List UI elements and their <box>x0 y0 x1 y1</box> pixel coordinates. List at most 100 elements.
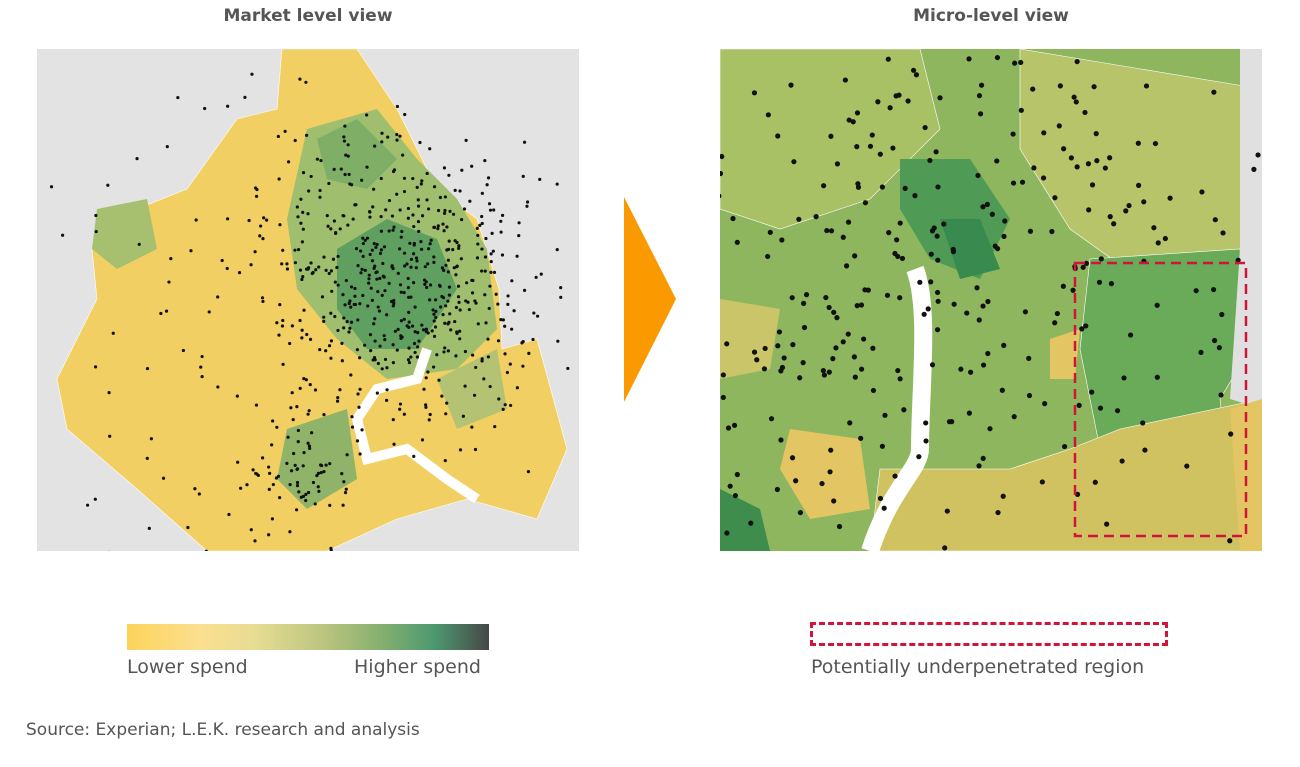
store-dot <box>391 228 395 232</box>
store-dot <box>367 281 371 285</box>
store-dot <box>402 317 406 321</box>
store-dot <box>306 212 310 216</box>
store-dot <box>490 231 494 235</box>
store-dot <box>318 188 322 193</box>
store-dot <box>379 248 383 252</box>
store-dot <box>928 279 934 285</box>
store-dot <box>346 154 350 158</box>
store-dot <box>446 299 450 303</box>
store-dot <box>819 480 825 487</box>
store-dot <box>406 276 410 281</box>
store-dot <box>418 140 422 145</box>
store-dot <box>344 153 348 157</box>
store-dot <box>318 347 322 352</box>
store-dot <box>326 224 330 228</box>
store-dot <box>1079 326 1085 332</box>
store-dot <box>1107 214 1113 220</box>
store-dot <box>285 262 289 266</box>
store-dot <box>468 199 472 203</box>
store-dot <box>1104 521 1110 527</box>
store-dot <box>1049 228 1055 235</box>
store-dot <box>432 185 437 189</box>
store-dot <box>149 437 153 441</box>
store-dot <box>407 360 412 365</box>
store-dot <box>508 362 512 366</box>
store-dot <box>789 295 795 301</box>
store-dot <box>877 151 883 157</box>
store-dot <box>393 329 398 333</box>
store-dot <box>311 480 316 485</box>
store-dot <box>843 263 850 269</box>
store-dot <box>367 277 371 281</box>
store-dot <box>840 234 846 240</box>
store-dot <box>912 193 918 199</box>
store-dot <box>405 324 409 328</box>
store-dot <box>1162 235 1168 242</box>
store-dot <box>278 495 282 500</box>
store-dot <box>278 223 282 227</box>
store-dot <box>858 366 865 372</box>
store-dot <box>882 412 888 418</box>
store-dot <box>342 135 346 139</box>
store-dot <box>833 345 839 351</box>
store-dot <box>1184 463 1190 469</box>
store-dot <box>485 183 489 187</box>
store-dot <box>484 236 488 241</box>
store-dot <box>774 486 780 493</box>
store-dot <box>473 299 477 303</box>
store-dot <box>734 471 740 478</box>
store-dot <box>1111 221 1117 227</box>
store-dot <box>370 248 374 252</box>
store-dot <box>1061 146 1067 152</box>
store-dot <box>375 277 379 281</box>
store-dot <box>297 490 301 494</box>
store-dot <box>976 317 982 323</box>
store-dot <box>392 168 397 172</box>
store-dot <box>288 483 292 487</box>
store-dot <box>251 468 255 472</box>
store-dot <box>768 416 775 422</box>
store-dot <box>897 295 903 301</box>
store-dot <box>433 298 438 302</box>
store-dot <box>1030 86 1036 92</box>
store-dot <box>559 286 563 290</box>
store-dot <box>386 135 390 139</box>
store-dot <box>445 401 449 405</box>
store-dot <box>496 302 500 306</box>
store-dot <box>828 133 834 139</box>
store-dot <box>800 300 807 306</box>
store-dot <box>720 153 725 160</box>
store-dot <box>855 181 861 187</box>
store-dot <box>521 364 525 368</box>
store-dot <box>975 172 981 179</box>
store-dot <box>879 184 886 190</box>
store-dot <box>1094 158 1100 164</box>
store-dot <box>826 369 832 375</box>
store-dot <box>935 298 941 304</box>
store-dot <box>1136 182 1142 188</box>
store-dot <box>966 410 972 416</box>
store-dot <box>374 245 378 249</box>
store-dot <box>478 223 482 227</box>
store-dot <box>399 235 403 239</box>
store-dot <box>1012 60 1018 66</box>
store-dot <box>368 210 372 214</box>
store-dot <box>61 233 65 237</box>
store-dot <box>435 353 439 357</box>
store-dot <box>934 327 941 333</box>
store-dot <box>881 505 887 511</box>
store-dot <box>767 229 773 235</box>
store-dot <box>402 176 407 180</box>
arrow-icon <box>624 197 676 402</box>
store-dot <box>301 227 305 231</box>
store-dot <box>329 356 333 360</box>
store-dot <box>359 249 363 253</box>
store-dot <box>1031 165 1037 171</box>
store-dot <box>1010 180 1017 186</box>
store-dot <box>720 193 722 199</box>
store-dot <box>821 183 827 189</box>
store-dot <box>483 255 488 259</box>
store-dot <box>308 383 312 387</box>
store-dot <box>1127 332 1134 338</box>
store-dot <box>776 329 783 335</box>
